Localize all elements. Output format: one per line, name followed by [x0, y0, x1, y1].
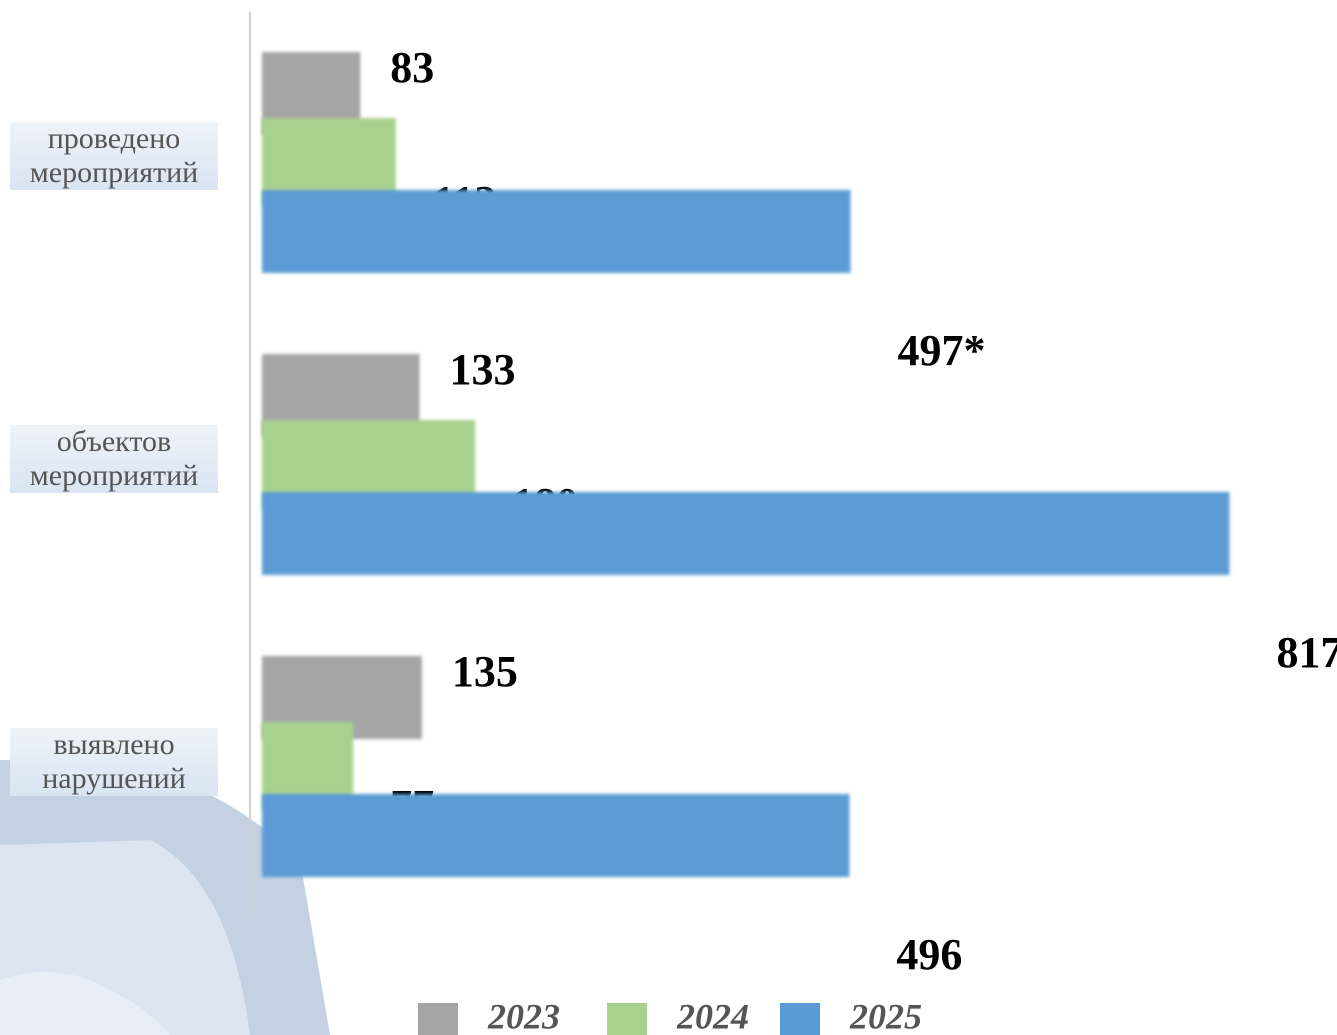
- legend-label: 2023: [487, 996, 560, 1035]
- legend-swatch: [607, 1003, 647, 1035]
- value-label: 133: [449, 345, 515, 394]
- category-label: объектов мероприятий: [10, 425, 218, 493]
- value-label: 817: [1276, 628, 1337, 677]
- legend-swatch: [780, 1003, 820, 1035]
- category-label: проведено мероприятий: [10, 122, 218, 190]
- bar: [262, 190, 851, 273]
- value-label: 496: [896, 930, 962, 979]
- chart: 83113497*13318081713577496202320242025 п…: [0, 0, 1337, 1035]
- category-label: выявлено нарушений: [10, 728, 218, 796]
- bar: [262, 492, 1229, 575]
- value-label: 83: [390, 43, 434, 92]
- value-label: 135: [452, 647, 518, 696]
- legend-label: 2025: [849, 996, 922, 1035]
- bar: [262, 794, 849, 877]
- legend-label: 2024: [676, 996, 749, 1035]
- legend-swatch: [418, 1003, 458, 1035]
- value-label: 497*: [898, 326, 986, 375]
